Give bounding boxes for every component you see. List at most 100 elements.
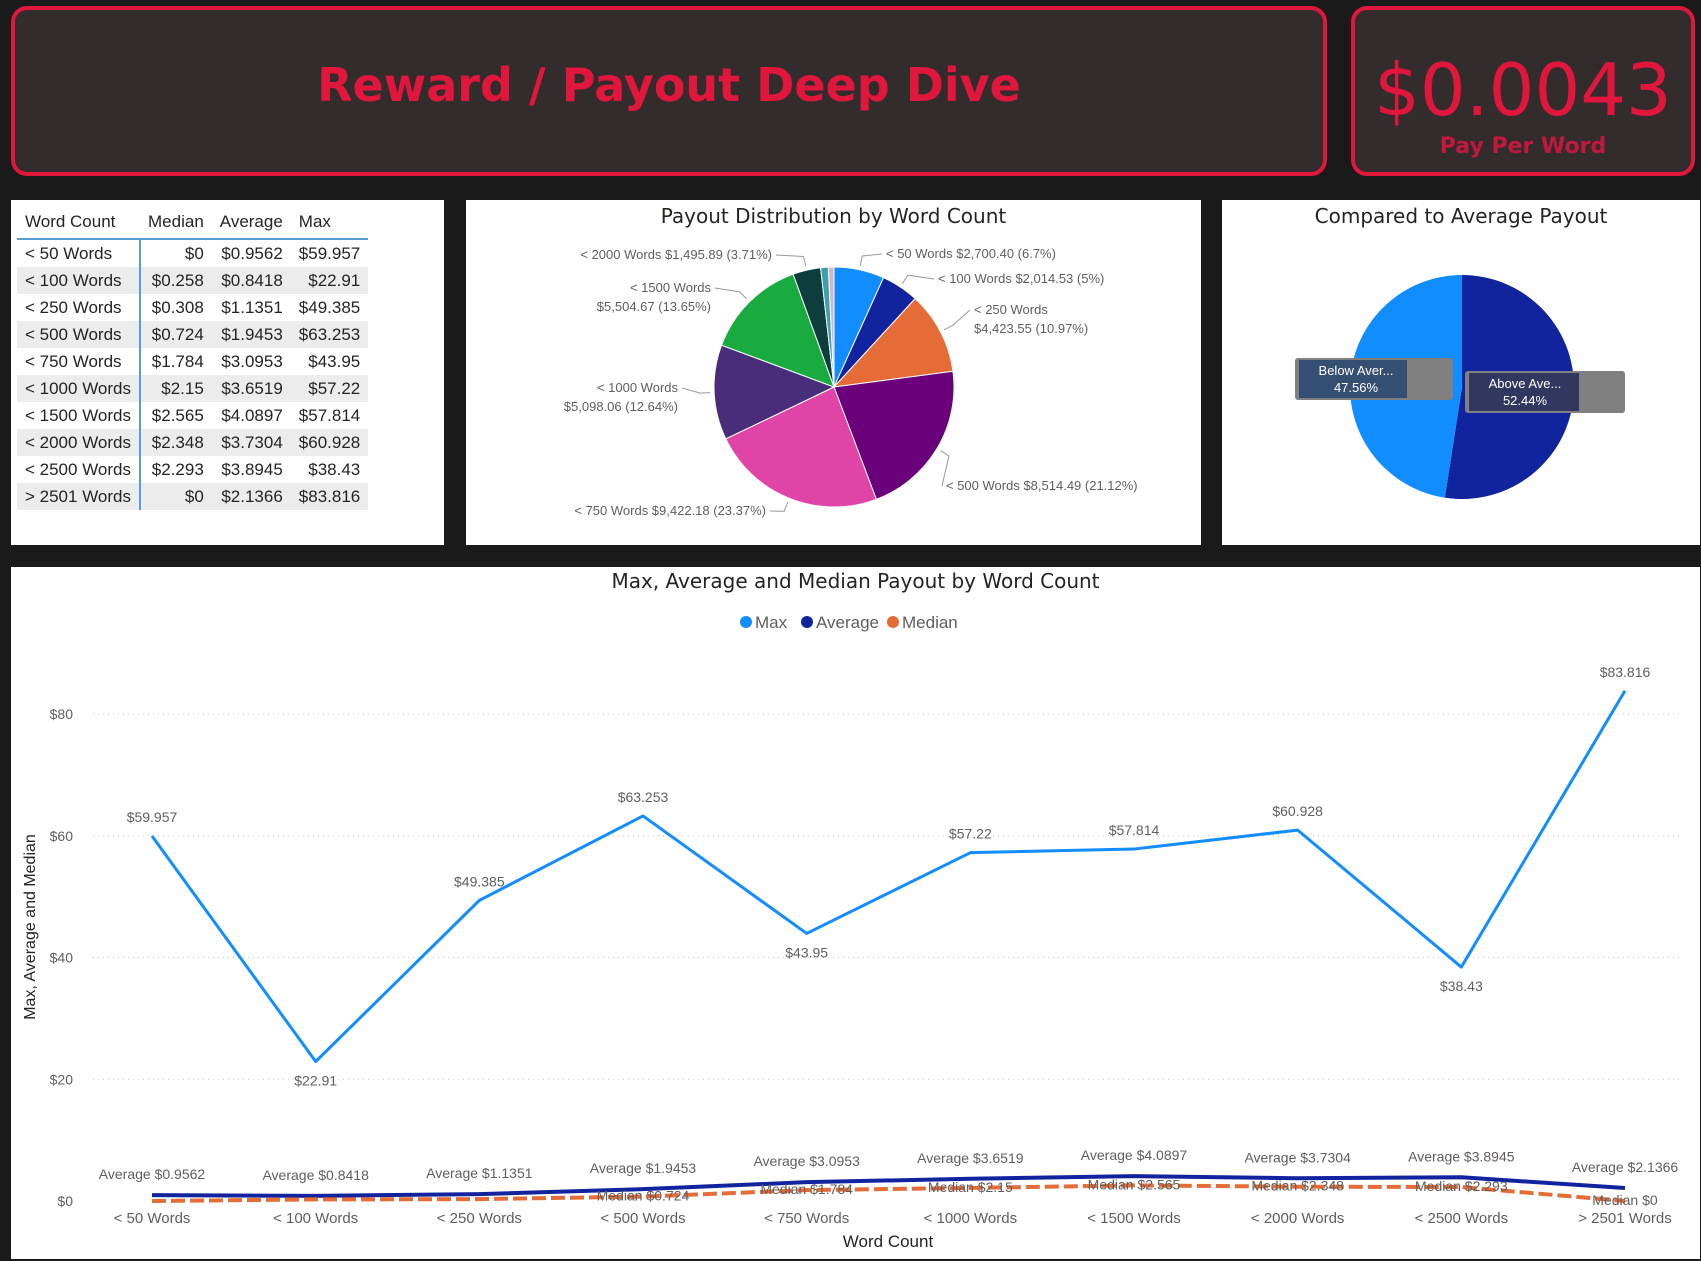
series-line-max[interactable] [150, 690, 1627, 1064]
average-data-label: Average $3.0953 [753, 1153, 860, 1169]
table-cell: $0.258 [140, 267, 212, 294]
table-cell: $83.816 [290, 483, 369, 510]
payout-distribution-pie[interactable]: < 50 Words $2,700.40 (6.7%) < 100 Words $… [466, 200, 1201, 545]
max-data-label: $60.928 [1272, 803, 1323, 819]
max-data-label: $57.814 [1109, 822, 1160, 838]
table-row[interactable]: > 2501 Words $0 $2.1366 $83.816 [17, 483, 369, 510]
table-cell: < 2500 Words [17, 456, 142, 483]
table-cell: < 50 Words [17, 239, 142, 267]
x-tick-label: < 1000 Words [924, 1210, 1018, 1227]
kpi-value: $0.0043 [1374, 48, 1672, 132]
table-column-header[interactable]: Word Count [17, 208, 141, 240]
pie-data-category: Below Aver... [1319, 363, 1394, 378]
table-cell: $0.8418 [211, 267, 291, 294]
kpi-card[interactable]: $0.0043 Pay Per Word [1351, 6, 1695, 176]
legend-marker[interactable] [801, 616, 813, 628]
average-data-label: Average $0.8418 [262, 1167, 369, 1183]
table-cell: $49.385 [298, 297, 361, 317]
pie-slice[interactable] [827, 266, 835, 388]
max-data-label: $43.95 [785, 944, 828, 960]
average-data-label: Average $3.7304 [1244, 1149, 1351, 1165]
pie-leader-line [859, 253, 883, 266]
median-data-label: Median $0 [1592, 1192, 1658, 1208]
y-tick-label: $60 [50, 828, 74, 844]
table-row[interactable]: < 500 Words $0.724 $1.9453 $63.253 [17, 321, 369, 348]
x-tick-label: < 2500 Words [1415, 1210, 1509, 1227]
payout-distribution-card[interactable]: Payout Distribution by Word Count < 50 W… [466, 200, 1201, 545]
average-data-label: Average $2.1366 [1572, 1159, 1679, 1175]
pie-slice[interactable] [720, 273, 835, 388]
table-column-header[interactable]: Max [290, 208, 369, 240]
kpi-label: Pay Per Word [1439, 134, 1607, 159]
table-cell: $22.91 [290, 267, 369, 294]
pie-data-label: < 2000 Words $1,495.89 (3.71%) [580, 247, 772, 262]
legend-marker[interactable] [740, 616, 752, 628]
table-cell: $0.724 [140, 321, 212, 348]
legend-label[interactable]: Average [816, 613, 879, 632]
table-cell: $1.9453 [211, 321, 291, 348]
pie-data-value: 52.44% [1503, 393, 1548, 408]
x-tick-label: < 2000 Words [1251, 1210, 1345, 1227]
table-cell: < 2000 Words [17, 429, 142, 456]
table-column-header[interactable]: Average [211, 208, 291, 240]
table-cell: < 1500 Words [17, 402, 142, 429]
pie-leader-line [681, 387, 711, 394]
pie-slice[interactable] [832, 297, 954, 388]
pie-slice[interactable] [833, 370, 955, 500]
table-row[interactable]: < 100 Words $0.258 $0.8418 $22.91 [17, 267, 369, 294]
y-axis-label: Max, Average and Median [22, 834, 39, 1020]
max-data-label: $57.22 [949, 826, 992, 842]
pie-slice[interactable] [713, 344, 836, 440]
series-line-median[interactable] [151, 1183, 1626, 1203]
table-cell: $60.928 [290, 429, 369, 456]
legend-label[interactable]: Max [755, 613, 788, 632]
y-tick-label: $20 [50, 1071, 74, 1087]
table-row[interactable]: < 250 Words $0.308 $1.1351 $49.385 [17, 294, 368, 321]
average-data-label: Average $3.6519 [917, 1150, 1024, 1166]
title-banner: Reward / Payout Deep Dive [11, 6, 1327, 176]
table-column-header[interactable]: Median [140, 208, 212, 240]
page-title: Reward / Payout Deep Dive [317, 58, 1021, 112]
y-tick-label: $40 [50, 950, 74, 966]
table-cell: $2.348 [140, 429, 212, 456]
x-tick-label: < 1500 Words [1087, 1210, 1181, 1227]
table-cell: $38.43 [308, 459, 361, 479]
line-chart-card[interactable]: Max, Average and Median Payout by Word C… [11, 567, 1700, 1259]
pie-data-label: < 1500 Words $5,504.67 (13.65%) [597, 280, 712, 314]
pie-leader-line [901, 274, 935, 284]
pie-data-label: < 100 Words $2,014.53 (5%) [938, 271, 1104, 286]
table-cell: $0 [184, 243, 204, 263]
max-data-label: $38.43 [1440, 978, 1483, 994]
compared-average-pie[interactable]: Below Aver... 47.56% Above Ave... 52.44% [1222, 200, 1700, 545]
max-data-label: $63.253 [618, 789, 669, 805]
table-row[interactable]: < 2000 Words $2.348 $3.7304 $60.928 [17, 429, 369, 456]
legend-marker[interactable] [887, 616, 899, 628]
series-line-average[interactable] [151, 1174, 1626, 1198]
table-cell: $4.0897 [221, 405, 283, 425]
table-row[interactable]: < 1000 Words $2.15 $3.6519 $57.22 [17, 375, 369, 402]
pie-slice[interactable] [725, 386, 877, 508]
table-cell: $57.814 [298, 405, 361, 425]
payout-table-card[interactable]: Word Count Median Average Max < 50 Words $0 $… [11, 200, 444, 545]
payout-table[interactable]: Word Count Median Average Max < 50 Words $0 $… [17, 208, 369, 510]
table-cell: $59.957 [298, 243, 361, 263]
pie-leader-line [714, 287, 748, 300]
average-data-label: Average $4.0897 [1081, 1147, 1188, 1163]
table-cell: $2.15 [140, 375, 212, 402]
table-row[interactable]: < 1500 Words $2.565 $4.0897 $57.814 [17, 402, 368, 429]
table-row[interactable]: < 750 Words $1.784 $3.0953 $43.95 [17, 348, 368, 375]
table-cell: $0 [140, 483, 212, 510]
table-cell: $3.8945 [221, 459, 283, 479]
pie-leader-line [769, 501, 789, 512]
table-row[interactable]: < 2500 Words $2.293 $3.8945 $38.43 [17, 456, 368, 483]
legend-label[interactable]: Median [902, 613, 958, 632]
table-row[interactable]: < 50 Words $0 $0.9562 $59.957 [17, 239, 368, 267]
payout-line-chart[interactable]: Max Average Median $0 $20 $40 $60 $80 Max, Avera… [11, 567, 1700, 1259]
max-data-label: $83.816 [1600, 664, 1651, 680]
average-data-label: Average $3.8945 [1408, 1148, 1515, 1164]
max-data-label: $59.957 [127, 809, 178, 825]
table-cell: $3.0953 [221, 351, 283, 371]
median-data-label: Median $2.565 [1088, 1176, 1181, 1192]
median-data-label: Median $2.15 [928, 1179, 1013, 1195]
compared-average-card[interactable]: Compared to Average Payout Below Aver...… [1222, 200, 1700, 545]
